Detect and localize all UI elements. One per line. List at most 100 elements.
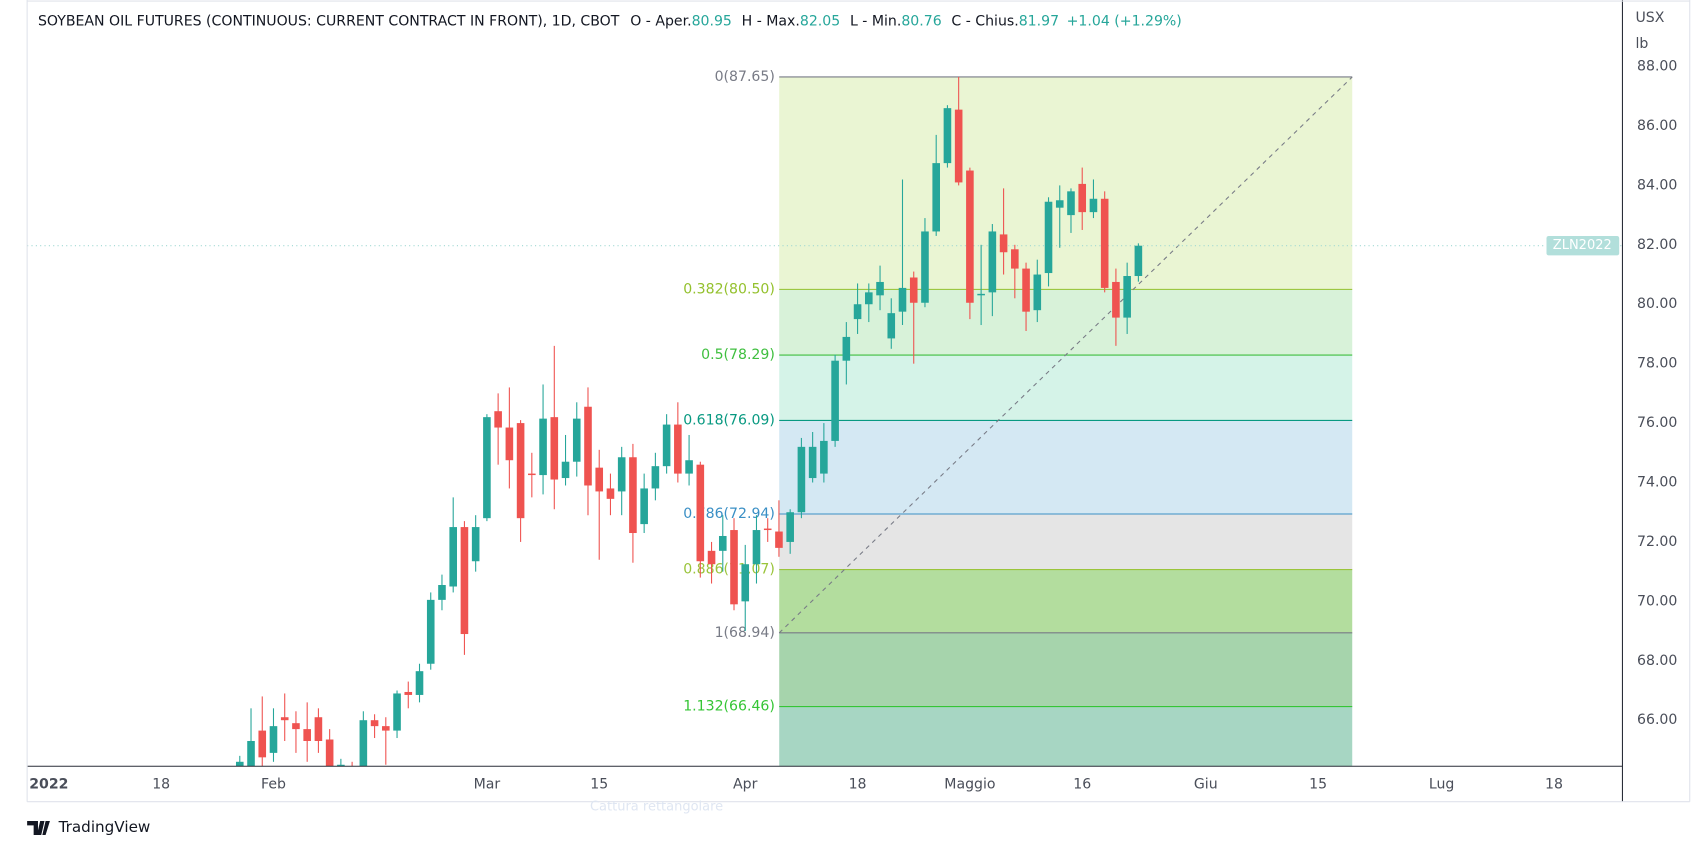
candle-body <box>483 417 491 519</box>
candle-body <box>685 460 693 474</box>
candle-body <box>359 720 368 767</box>
candle-body <box>584 406 592 486</box>
fib-zone <box>779 420 1353 515</box>
x-tick-label: Mar <box>474 777 501 793</box>
fib-zone <box>779 76 1353 290</box>
fib-level-label: 0(87.65) <box>715 69 775 85</box>
fib-level-label: 0.886(71.07) <box>683 562 775 578</box>
ohlc-value: 80.76 <box>901 14 941 30</box>
x-tick-label: 16 <box>1073 777 1091 793</box>
x-tick-label: Giu <box>1194 777 1218 793</box>
candle-body <box>1033 274 1042 311</box>
x-tick-label: 2022 <box>29 777 68 793</box>
candle-body <box>763 528 772 531</box>
candle-body <box>280 717 289 721</box>
candle-body <box>404 691 413 695</box>
candle-body <box>876 281 884 296</box>
candle-body <box>752 530 761 565</box>
candle-body <box>640 488 648 525</box>
candle-body <box>550 417 559 480</box>
candle-body <box>393 693 401 731</box>
candle-body <box>258 730 267 758</box>
candle-body <box>707 550 716 565</box>
candle-body <box>247 740 255 767</box>
ohlc-value: 82.05 <box>800 14 840 30</box>
candle-body <box>651 466 660 489</box>
symbol-tag-box <box>1546 236 1620 256</box>
fib-trend-line <box>778 76 1353 634</box>
candle-body <box>1112 281 1120 318</box>
symbol-title: SOYBEAN OIL FUTURES (CONTINUOUS: CURRENT… <box>38 14 620 30</box>
fib-zone <box>779 706 1353 767</box>
ohlc-label: H - Max. <box>742 14 800 30</box>
candle-body <box>516 423 525 519</box>
candle-body <box>1022 268 1030 312</box>
brand-logo: TradingView <box>27 818 150 836</box>
change-value: +1.04 (+1.29%) <box>1067 14 1182 30</box>
logo-icon <box>27 821 50 836</box>
fib-zone <box>779 289 1353 356</box>
candle-body <box>718 535 727 551</box>
candle-body <box>325 739 334 767</box>
candle-body <box>539 418 547 476</box>
candle-body <box>730 530 738 605</box>
candle-body <box>831 360 839 441</box>
candle-body <box>415 671 424 695</box>
candle-body <box>932 163 940 232</box>
candle-body <box>382 726 390 731</box>
candle-body <box>887 313 896 339</box>
y-tick-label: 76.00 <box>1637 415 1677 431</box>
x-tick-label: Lug <box>1429 777 1454 793</box>
y-tick-label: 84.00 <box>1637 177 1677 193</box>
axis-unit: lb <box>1635 36 1648 52</box>
candle-body <box>572 418 581 462</box>
fib-level-label: 1.132(66.46) <box>683 699 775 715</box>
candle-body <box>842 336 851 361</box>
x-tick-label: 15 <box>590 777 608 793</box>
candle-body <box>449 527 458 587</box>
candle-body <box>1134 245 1143 277</box>
candle-body <box>1067 191 1075 216</box>
candle-body <box>505 427 514 461</box>
candle-body <box>348 768 356 774</box>
y-tick-label: 82.00 <box>1637 237 1677 253</box>
candle-body <box>426 599 435 664</box>
candle-body <box>808 446 817 479</box>
brand-name: TradingView <box>58 818 151 836</box>
candle-body <box>820 440 828 474</box>
y-tick-label: 68.00 <box>1637 653 1677 669</box>
candle-body <box>1100 198 1109 288</box>
candle-body <box>528 473 536 476</box>
ohlc-value: 80.95 <box>692 14 732 30</box>
candle-body <box>370 720 379 727</box>
candle-body <box>1123 276 1131 318</box>
ohlc-value: 81.97 <box>1019 14 1059 30</box>
fib-level-label: 1(68.94) <box>715 625 775 641</box>
candle-body <box>269 726 278 753</box>
y-tick-label: 70.00 <box>1637 593 1677 609</box>
x-tick-label: Maggio <box>944 777 995 793</box>
candle-body <box>954 109 963 183</box>
fib-level-label: 0.5(78.29) <box>701 347 775 363</box>
candle-body <box>988 231 997 293</box>
candle-body <box>1055 200 1064 208</box>
y-tick-label: 78.00 <box>1637 356 1677 372</box>
candle-body <box>898 287 907 312</box>
axis-unit: USX <box>1635 10 1664 26</box>
candle-body <box>775 531 783 548</box>
candle-body <box>235 761 244 767</box>
candle-body <box>865 292 873 305</box>
candle-body <box>921 231 929 303</box>
y-tick-label: 74.00 <box>1637 475 1677 491</box>
ohlc-label: O - Aper. <box>630 14 691 30</box>
x-tick-label: 18 <box>1545 777 1563 793</box>
fib-zone <box>779 632 1353 707</box>
candle-body <box>797 446 806 513</box>
candle-body <box>314 717 323 741</box>
candle-body <box>1044 201 1053 274</box>
y-tick-label: 72.00 <box>1637 534 1677 550</box>
overlay-hint: Cattura rettangolare <box>590 800 723 815</box>
x-tick-label: Apr <box>733 777 758 793</box>
ohlc-label: C - Chius. <box>951 14 1018 30</box>
